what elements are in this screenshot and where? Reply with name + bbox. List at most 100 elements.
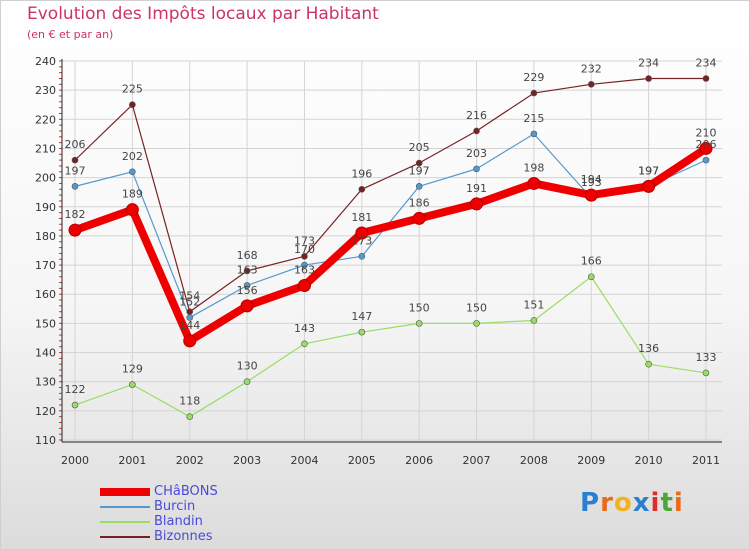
data-point (129, 101, 136, 109)
data-point (129, 168, 136, 176)
data-label: 197 (409, 164, 430, 177)
data-label: 150 (409, 301, 430, 314)
legend-label: Bizonnes (154, 529, 213, 544)
data-point (702, 75, 710, 82)
data-label: 205 (409, 141, 430, 154)
series-line-bizonnes (74, 77, 707, 313)
data-label: 194 (581, 173, 602, 186)
data-point (699, 141, 713, 155)
data-point (355, 226, 369, 240)
data-point (358, 253, 366, 260)
legend-label: Blandin (154, 514, 203, 529)
data-label: 216 (466, 109, 487, 122)
data-label: 234 (696, 56, 717, 69)
data-label: 150 (466, 301, 487, 314)
y-tick-label: 120 (35, 405, 56, 418)
data-point (186, 413, 194, 420)
y-tick-label: 140 (35, 347, 56, 360)
plot-area (62, 61, 710, 440)
data-point (415, 183, 423, 190)
data-point (301, 340, 308, 348)
y-tick-label: 160 (35, 288, 56, 301)
x-tick-label: 2003 (233, 454, 261, 467)
data-point (358, 328, 366, 336)
data-label: 202 (122, 150, 143, 163)
data-point (186, 308, 194, 316)
data-label: 182 (65, 208, 86, 221)
data-point (702, 369, 710, 377)
data-label: 203 (466, 147, 487, 160)
x-tick-label: 2004 (290, 454, 318, 467)
data-point (183, 334, 197, 348)
data-label: 189 (122, 188, 143, 201)
legend-swatch (100, 488, 150, 496)
data-label: 229 (523, 71, 544, 84)
data-point (129, 381, 136, 388)
data-label: 181 (351, 211, 372, 224)
logo-letter: x (632, 488, 651, 518)
legend-swatch (100, 506, 150, 508)
proxiti-logo: Proxiti (580, 488, 684, 518)
data-point (527, 176, 541, 190)
data-label: 191 (466, 182, 487, 195)
data-point (473, 320, 480, 327)
data-label: 225 (122, 83, 143, 96)
x-tick-label: 2006 (405, 454, 433, 467)
data-label: 197 (638, 164, 659, 177)
data-label: 163 (237, 263, 258, 276)
y-tick-label: 180 (35, 230, 56, 243)
data-label: 118 (179, 395, 200, 408)
y-tick-label: 230 (35, 84, 56, 97)
data-label: 210 (696, 126, 717, 139)
data-point (71, 401, 79, 409)
data-label: 186 (409, 196, 430, 209)
data-point (645, 360, 652, 368)
data-point (415, 320, 423, 327)
y-tick-label: 200 (35, 172, 56, 185)
logo-letter: i (673, 488, 684, 518)
data-point (68, 223, 82, 237)
data-point (473, 165, 480, 173)
data-label: 156 (237, 284, 258, 297)
data-label: 168 (237, 249, 258, 262)
data-label: 154 (179, 290, 200, 303)
series-line-blandin (74, 276, 707, 418)
data-point (470, 197, 484, 211)
data-label: 173 (351, 234, 372, 247)
x-tick-label: 2007 (463, 454, 491, 467)
data-label: 215 (523, 112, 544, 125)
data-point (71, 183, 79, 190)
y-tick-label: 130 (35, 376, 56, 389)
data-point (240, 299, 254, 313)
x-tick-label: 2002 (176, 454, 204, 467)
y-tick-label: 150 (35, 317, 56, 330)
data-point (243, 378, 251, 385)
data-point (125, 203, 139, 217)
data-point (645, 75, 652, 82)
legend-swatch (100, 536, 150, 538)
data-label: 196 (351, 167, 372, 180)
y-tick-label: 210 (35, 142, 56, 155)
logo-letter: t (660, 488, 674, 518)
data-point (412, 211, 426, 225)
data-point (71, 156, 79, 164)
y-tick-label: 240 (35, 55, 56, 68)
x-tick-label: 2011 (692, 454, 720, 467)
data-label: 198 (523, 161, 544, 174)
data-point (530, 130, 538, 138)
chart-title: Evolution des Impôts locaux par Habitant (27, 4, 379, 24)
data-label: 143 (294, 322, 315, 335)
chart-subtitle: (en € et par an) (27, 28, 114, 41)
data-point (530, 89, 538, 97)
x-tick-label: 2009 (577, 454, 605, 467)
data-label: 232 (581, 62, 602, 75)
data-point (702, 156, 710, 164)
data-point (587, 81, 595, 88)
y-tick-label: 220 (35, 113, 56, 126)
logo-letter: P (580, 488, 601, 518)
data-label: 130 (237, 360, 258, 373)
data-label: 173 (294, 234, 315, 247)
data-label: 206 (65, 138, 86, 151)
